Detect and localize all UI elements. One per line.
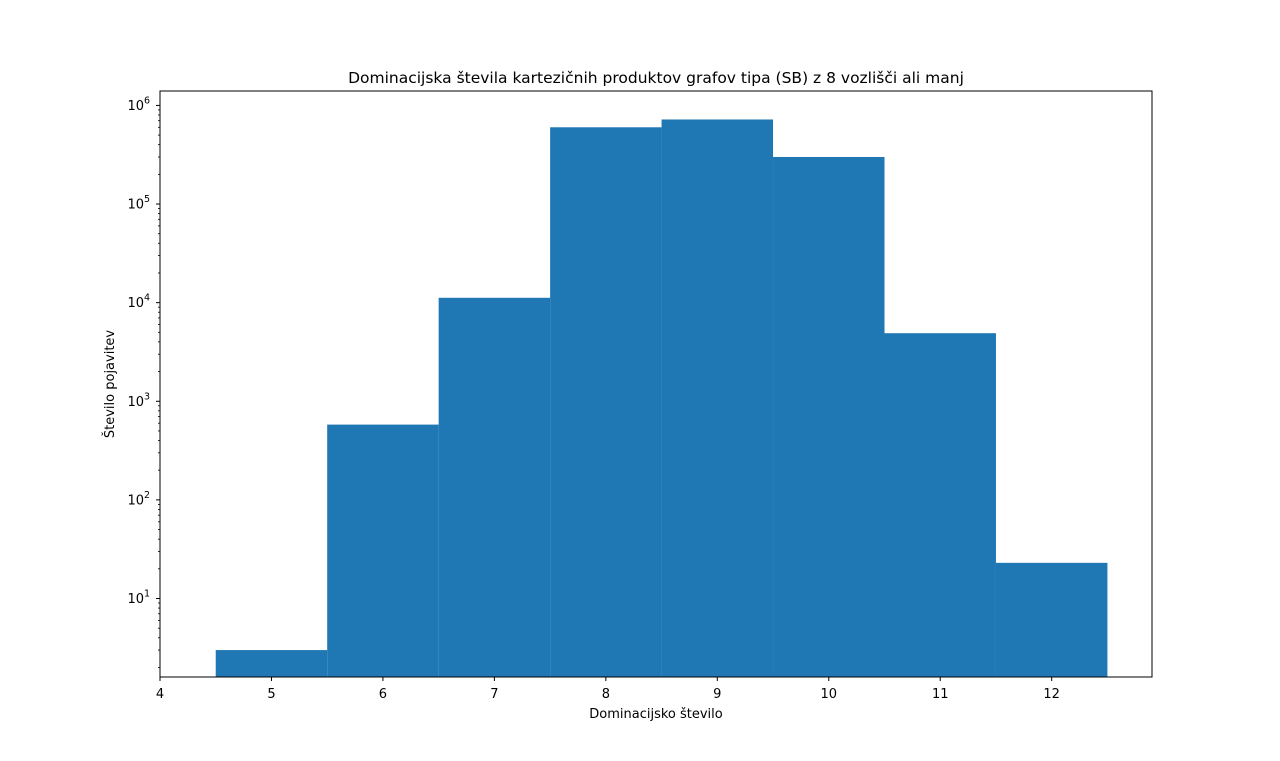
y-tick-base: 10 (127, 493, 144, 508)
bar-5 (215, 650, 328, 677)
y-tick-base: 10 (127, 198, 144, 213)
y-tick-exponent: 1 (144, 589, 150, 600)
bar-11 (884, 333, 996, 677)
y-tick-exponent: 5 (144, 194, 150, 205)
bar-9 (661, 119, 774, 678)
y-tick-exponent: 6 (144, 95, 150, 106)
x-tick-label: 5 (267, 687, 275, 702)
x-tick-label: 9 (713, 687, 721, 702)
y-tick-label: 10 (127, 493, 144, 508)
x-tick-label: 8 (602, 687, 610, 702)
y-tick-label: 10 (127, 592, 144, 607)
y-tick-base: 10 (127, 592, 144, 607)
y-tick-label: 10 (127, 395, 144, 410)
bar-7 (438, 297, 551, 677)
x-tick-label: 10 (820, 687, 837, 702)
y-tick-exponent: 4 (144, 293, 150, 304)
x-tick-label: 11 (932, 687, 949, 702)
x-tick-label: 4 (156, 687, 164, 702)
bar-8 (550, 127, 662, 678)
chart-title: Dominacijska števila kartezičnih produkt… (348, 69, 964, 87)
x-axis: 4 5 6 7 8 9 10 11 12 (156, 677, 1060, 702)
plot-frame (159, 90, 1153, 678)
y-tick-exponent: 2 (144, 490, 150, 501)
x-tick-label: 6 (379, 687, 387, 702)
y-tick-base: 10 (127, 99, 144, 114)
x-tick-label: 7 (490, 687, 498, 702)
bars-group (215, 119, 1108, 678)
bar-12 (995, 562, 1108, 677)
y-tick-label: 10 (127, 198, 144, 213)
y-tick-label: 10 (127, 296, 144, 311)
x-axis-label: Dominacijsko število (589, 707, 723, 722)
x-tick-label: 12 (1043, 687, 1060, 702)
y-axis-label: Število pojavitev (102, 330, 118, 439)
bar-10 (773, 156, 885, 677)
y-tick-base: 10 (127, 296, 144, 311)
y-tick-exponent: 3 (144, 391, 150, 402)
y-tick-label: 10 (127, 99, 144, 114)
y-tick-base: 10 (127, 395, 144, 410)
bar-6 (327, 424, 439, 677)
